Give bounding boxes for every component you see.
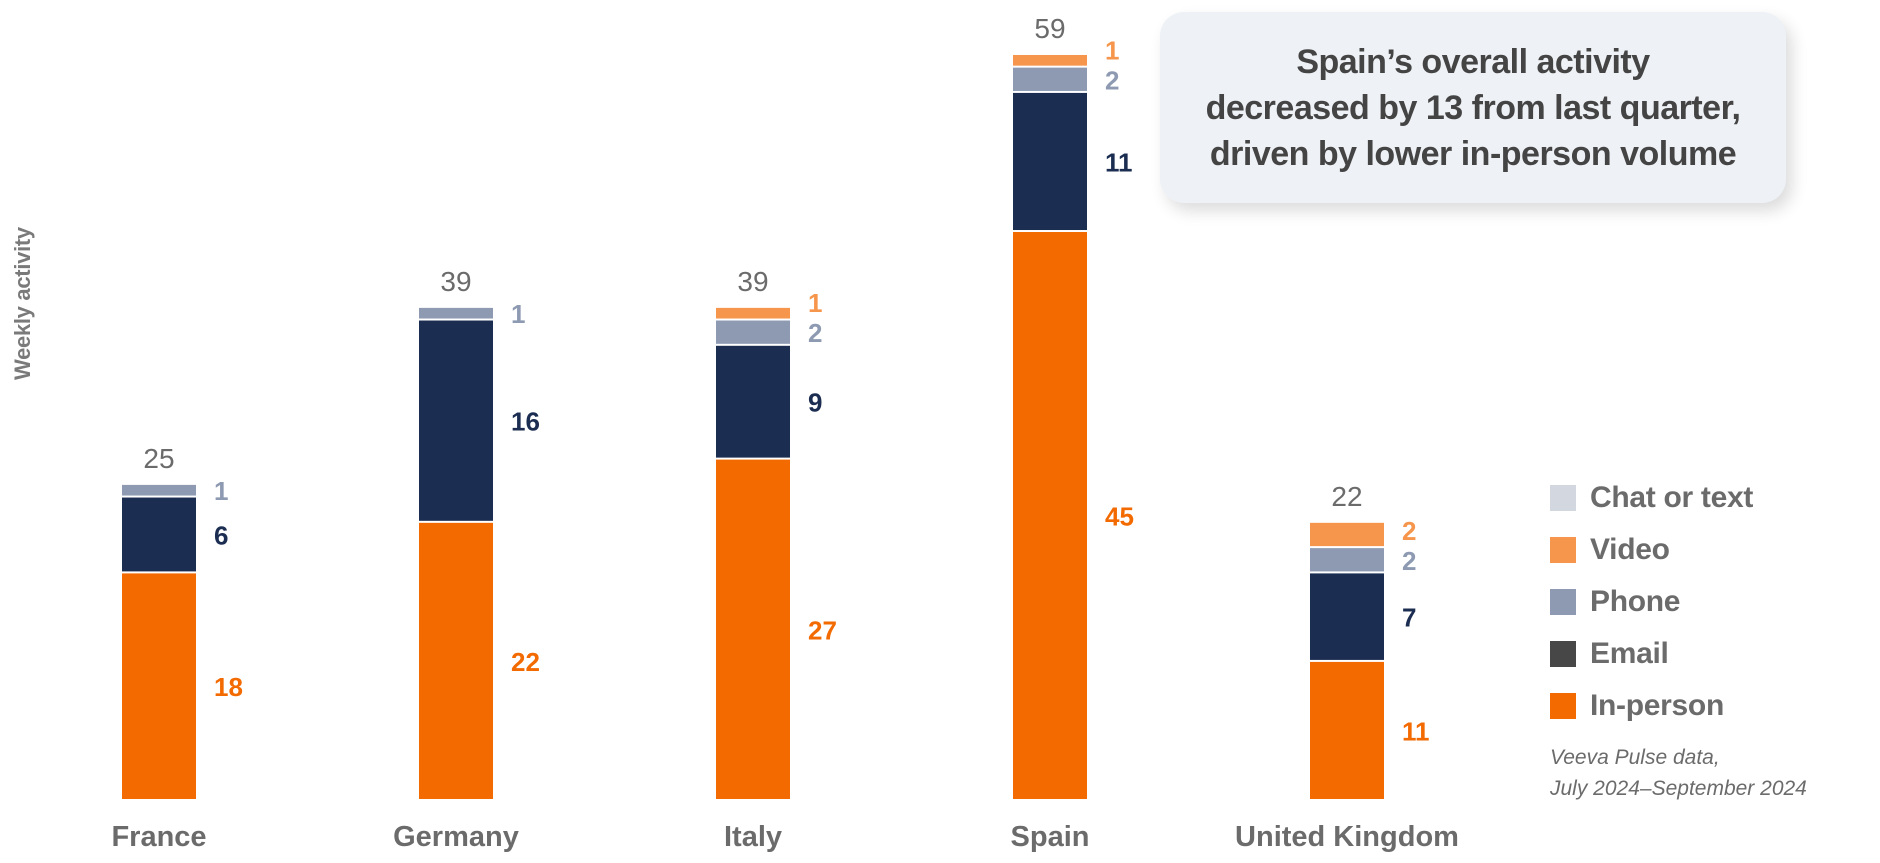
- category-label: Spain: [1011, 821, 1090, 853]
- legend-item-email: Email: [1550, 628, 1753, 680]
- bar-segment-email: [1013, 92, 1087, 231]
- source-line: Veeva Pulse data,: [1550, 746, 1720, 769]
- y-axis-label: Weekly activity: [10, 227, 35, 380]
- category-label: Italy: [724, 821, 782, 853]
- source-note: Veeva Pulse data, July 2024–September 20…: [1550, 742, 1807, 804]
- segment-value-label: 2: [1402, 516, 1416, 546]
- bar-segment-email: [1310, 573, 1384, 660]
- legend-swatch: [1550, 589, 1576, 615]
- bar-total-label: 22: [1331, 481, 1362, 512]
- legend-label: Video: [1590, 533, 1670, 566]
- bar-segment-video: [1310, 522, 1384, 547]
- source-line: July 2024–September 2024: [1550, 777, 1807, 800]
- segment-value-label: 16: [511, 407, 540, 437]
- segment-value-label: 18: [214, 672, 243, 702]
- segment-value-label: 45: [1105, 502, 1134, 532]
- bar-segment-email: [419, 320, 493, 521]
- legend-label: Email: [1590, 637, 1669, 670]
- legend-label: Chat or text: [1590, 481, 1754, 514]
- legend-item-phone: Phone: [1550, 576, 1753, 628]
- segment-value-label: 2: [1402, 546, 1416, 576]
- bar-total-label: 25: [143, 443, 174, 474]
- bar-total-label: 39: [440, 266, 471, 297]
- segment-value-label: 7: [1402, 603, 1416, 633]
- legend-item-in-person: In-person: [1550, 680, 1753, 732]
- category-label: United Kingdom: [1235, 821, 1459, 853]
- bar-total-label: 39: [737, 266, 768, 297]
- segment-value-label: 2: [1105, 65, 1119, 95]
- legend-label: In-person: [1590, 689, 1724, 722]
- legend-swatch: [1550, 485, 1576, 511]
- bar-segment-in-person: [122, 573, 196, 799]
- legend-label: Phone: [1590, 585, 1681, 618]
- segment-value-label: 1: [1105, 35, 1119, 65]
- bar-segment-in-person: [419, 522, 493, 799]
- annotation-callout: Spain’s overall activity decreased by 13…: [1160, 12, 1786, 203]
- bar-segment-in-person: [716, 459, 790, 799]
- legend-item-chat: Chat or text: [1550, 472, 1753, 524]
- category-label: France: [111, 821, 206, 853]
- bar-segment-phone: [1310, 548, 1384, 572]
- category-label: Germany: [393, 821, 519, 853]
- bar-segment-video: [1013, 55, 1087, 66]
- bar-segment-phone: [716, 320, 790, 344]
- annotation-line: driven by lower in-person volume: [1209, 134, 1737, 173]
- annotation-text: Spain’s overall activity decreased by 13…: [1206, 39, 1741, 177]
- bar-segment-in-person: [1013, 232, 1087, 799]
- segment-value-label: 1: [511, 299, 525, 329]
- bar-segment-phone: [1013, 67, 1087, 91]
- legend-swatch: [1550, 693, 1576, 719]
- bar-segment-in-person: [1310, 661, 1384, 799]
- bar-segment-phone: [122, 484, 196, 496]
- segment-value-label: 9: [808, 388, 822, 418]
- bar-segment-phone: [419, 307, 493, 319]
- segment-value-label: 1: [214, 476, 228, 506]
- bar-segment-email: [122, 497, 196, 572]
- segment-value-label: 6: [214, 520, 228, 550]
- segment-value-label: 27: [808, 615, 837, 645]
- segment-value-label: 22: [511, 647, 540, 677]
- segment-value-label: 11: [1402, 716, 1430, 746]
- annotation-line: Spain’s overall activity: [1296, 42, 1650, 81]
- annotation-line: decreased by 13 from last quarter,: [1205, 88, 1741, 127]
- bar-segment-video: [716, 307, 790, 319]
- segment-value-label: 11: [1105, 147, 1133, 177]
- segment-value-label: 2: [808, 318, 822, 348]
- segment-value-label: 1: [808, 288, 822, 318]
- legend: Chat or text Video Phone Email In-person: [1550, 472, 1753, 732]
- legend-swatch: [1550, 537, 1576, 563]
- bar-total-label: 59: [1034, 13, 1065, 44]
- legend-item-video: Video: [1550, 524, 1753, 576]
- bar-segment-email: [716, 345, 790, 458]
- legend-swatch: [1550, 641, 1576, 667]
